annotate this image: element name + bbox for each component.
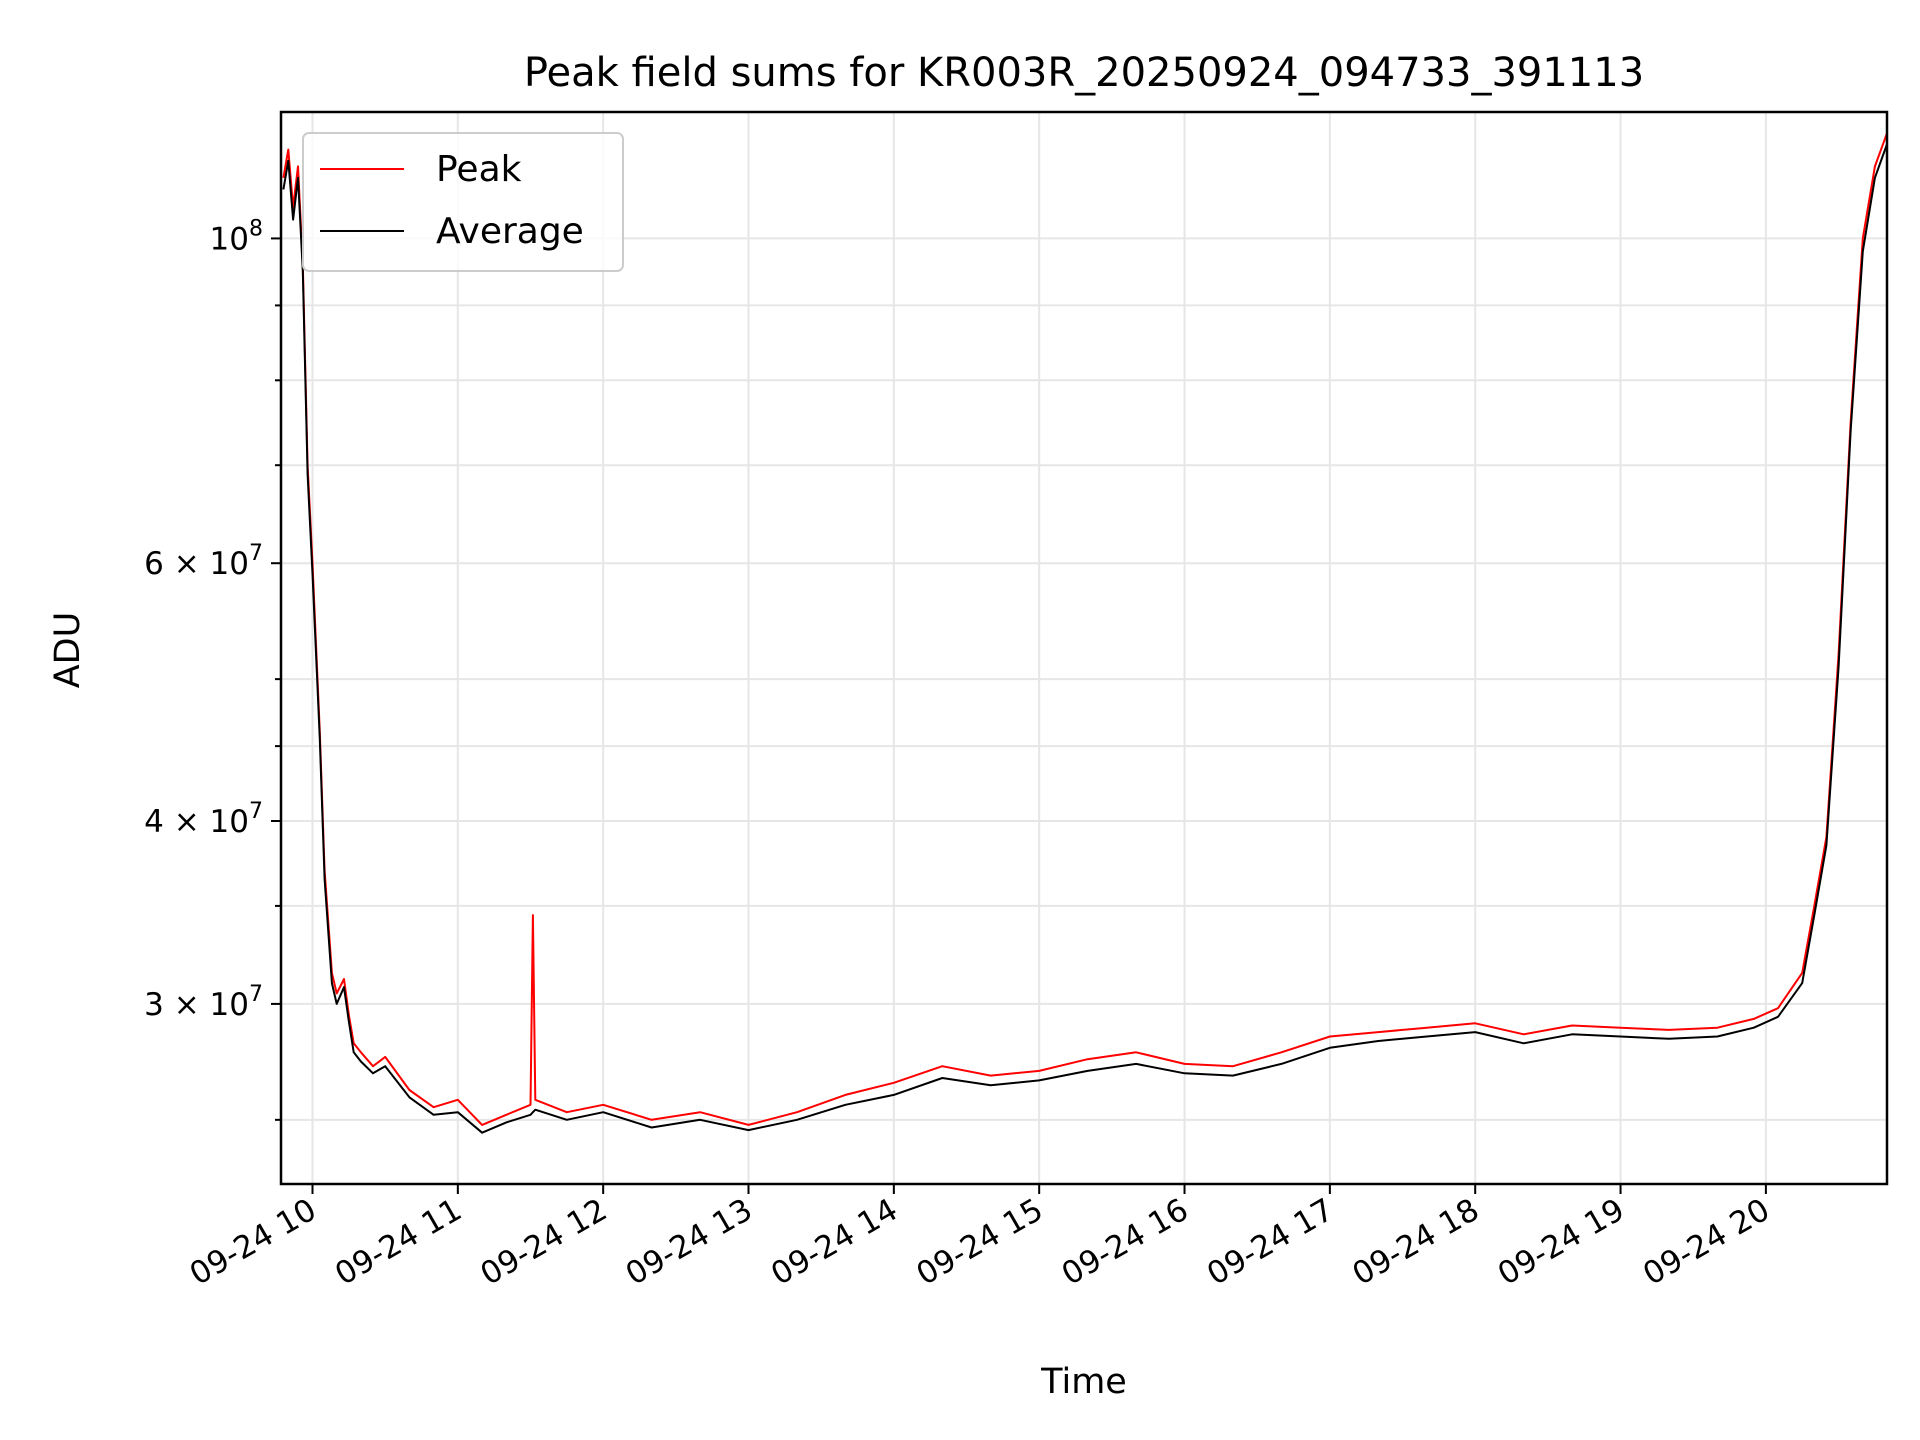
- series-layer: [282, 132, 1888, 1134]
- x-axis-label: Time: [1040, 1362, 1127, 1402]
- grid: [281, 112, 1887, 1184]
- legend-label-average: Average: [436, 211, 584, 252]
- y-axis-ticks: 108 6 × 107 4 × 107 3 × 107: [144, 216, 281, 1121]
- y-tick-label: 108: [210, 216, 263, 257]
- series-line-average: [282, 143, 1888, 1134]
- y-axis-label: ADU: [48, 612, 88, 689]
- chart-title: Peak field sums for KR003R_20250924_0947…: [524, 50, 1644, 96]
- legend-box: [302, 132, 624, 272]
- legend: Peak Average: [302, 132, 624, 272]
- legend-label-peak: Peak: [436, 149, 522, 190]
- series-line-peak: [282, 132, 1888, 1126]
- y-tick-label: 6 × 107: [144, 541, 263, 582]
- plot-frame: [279, 110, 1889, 1186]
- y-tick-label: 4 × 107: [144, 799, 263, 840]
- y-tick-label: 3 × 107: [144, 982, 263, 1023]
